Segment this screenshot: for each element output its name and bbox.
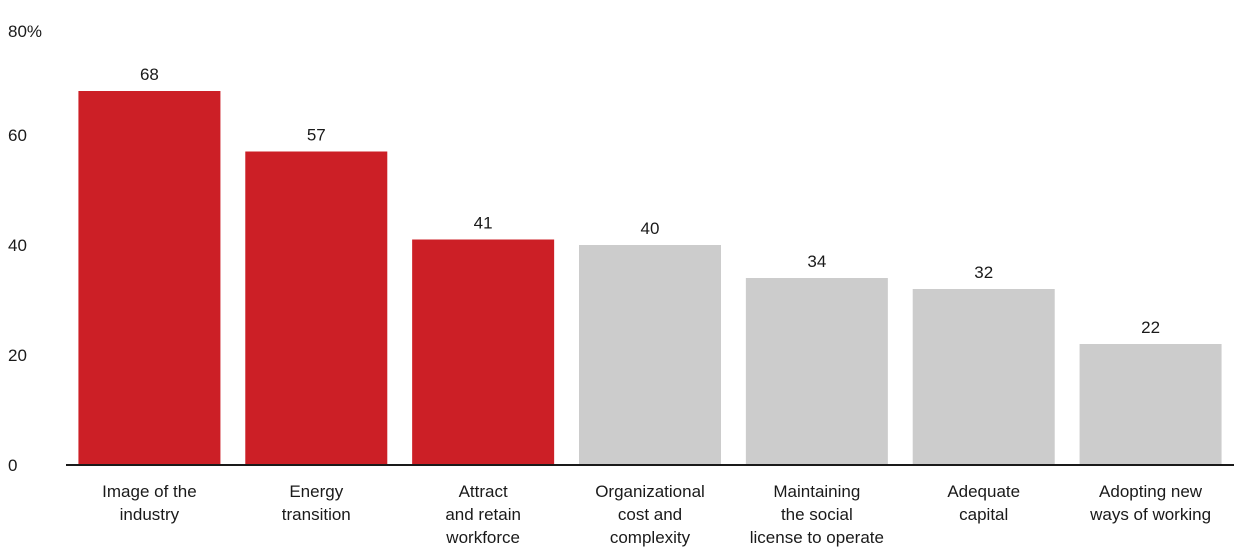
category-label: Image of the industry bbox=[102, 482, 197, 524]
bar-value-label: 40 bbox=[641, 219, 660, 238]
bar-value-label: 34 bbox=[807, 252, 826, 271]
category-label-line: complexity bbox=[610, 528, 691, 547]
category-label-line: Adopting new bbox=[1099, 482, 1203, 501]
bar bbox=[745, 278, 888, 465]
bar bbox=[78, 91, 221, 465]
bar bbox=[1079, 344, 1222, 465]
bar-value-label: 22 bbox=[1141, 318, 1160, 337]
category-label-line: industry bbox=[120, 505, 180, 524]
category-label-line: and retain bbox=[445, 505, 521, 524]
category-label-line: transition bbox=[282, 505, 351, 524]
category-label: Organizational cost and complexity bbox=[595, 482, 705, 547]
category-label-line: Image of the bbox=[102, 482, 197, 501]
y-tick-label: 40 bbox=[8, 236, 27, 255]
bar bbox=[912, 289, 1055, 465]
category-label: Maintaining the social license to operate bbox=[750, 482, 884, 547]
category-label: Attract and retain workforce bbox=[445, 482, 521, 547]
category-label: Energy transition bbox=[282, 482, 351, 524]
category-label-line: Maintaining bbox=[773, 482, 860, 501]
bar-value-label: 41 bbox=[474, 214, 493, 233]
y-axis-ticks: 0 20 40 60 bbox=[8, 126, 27, 475]
bar-value-labels: 68 57 41 40 34 32 22 bbox=[140, 65, 1160, 337]
bar-value-label: 32 bbox=[974, 263, 993, 282]
category-label-line: Attract bbox=[459, 482, 508, 501]
category-label-line: capital bbox=[959, 505, 1008, 524]
y-tick-label: 60 bbox=[8, 126, 27, 145]
category-label-line: ways of working bbox=[1089, 505, 1211, 524]
category-label-line: cost and bbox=[618, 505, 682, 524]
category-labels: Image of the industry Energy transition Attr… bbox=[102, 482, 1211, 547]
category-label: Adequate capital bbox=[947, 482, 1020, 524]
bar bbox=[579, 245, 721, 465]
bars bbox=[78, 91, 1222, 465]
y-tick-label: 0 bbox=[8, 456, 17, 475]
y-tick-label: 20 bbox=[8, 346, 27, 365]
category-label: Adopting new ways of working bbox=[1089, 482, 1211, 524]
bar bbox=[412, 239, 555, 465]
category-label-line: license to operate bbox=[750, 528, 884, 547]
category-label-line: the social bbox=[781, 505, 853, 524]
bar-value-label: 57 bbox=[307, 126, 326, 145]
bar bbox=[245, 151, 388, 465]
category-label-line: workforce bbox=[445, 528, 520, 547]
category-label-line: Adequate bbox=[947, 482, 1020, 501]
category-label-line: Organizational bbox=[595, 482, 705, 501]
y-axis-unit-label: 80% bbox=[8, 22, 42, 41]
bar-value-label: 68 bbox=[140, 65, 159, 84]
category-label-line: Energy bbox=[289, 482, 343, 501]
